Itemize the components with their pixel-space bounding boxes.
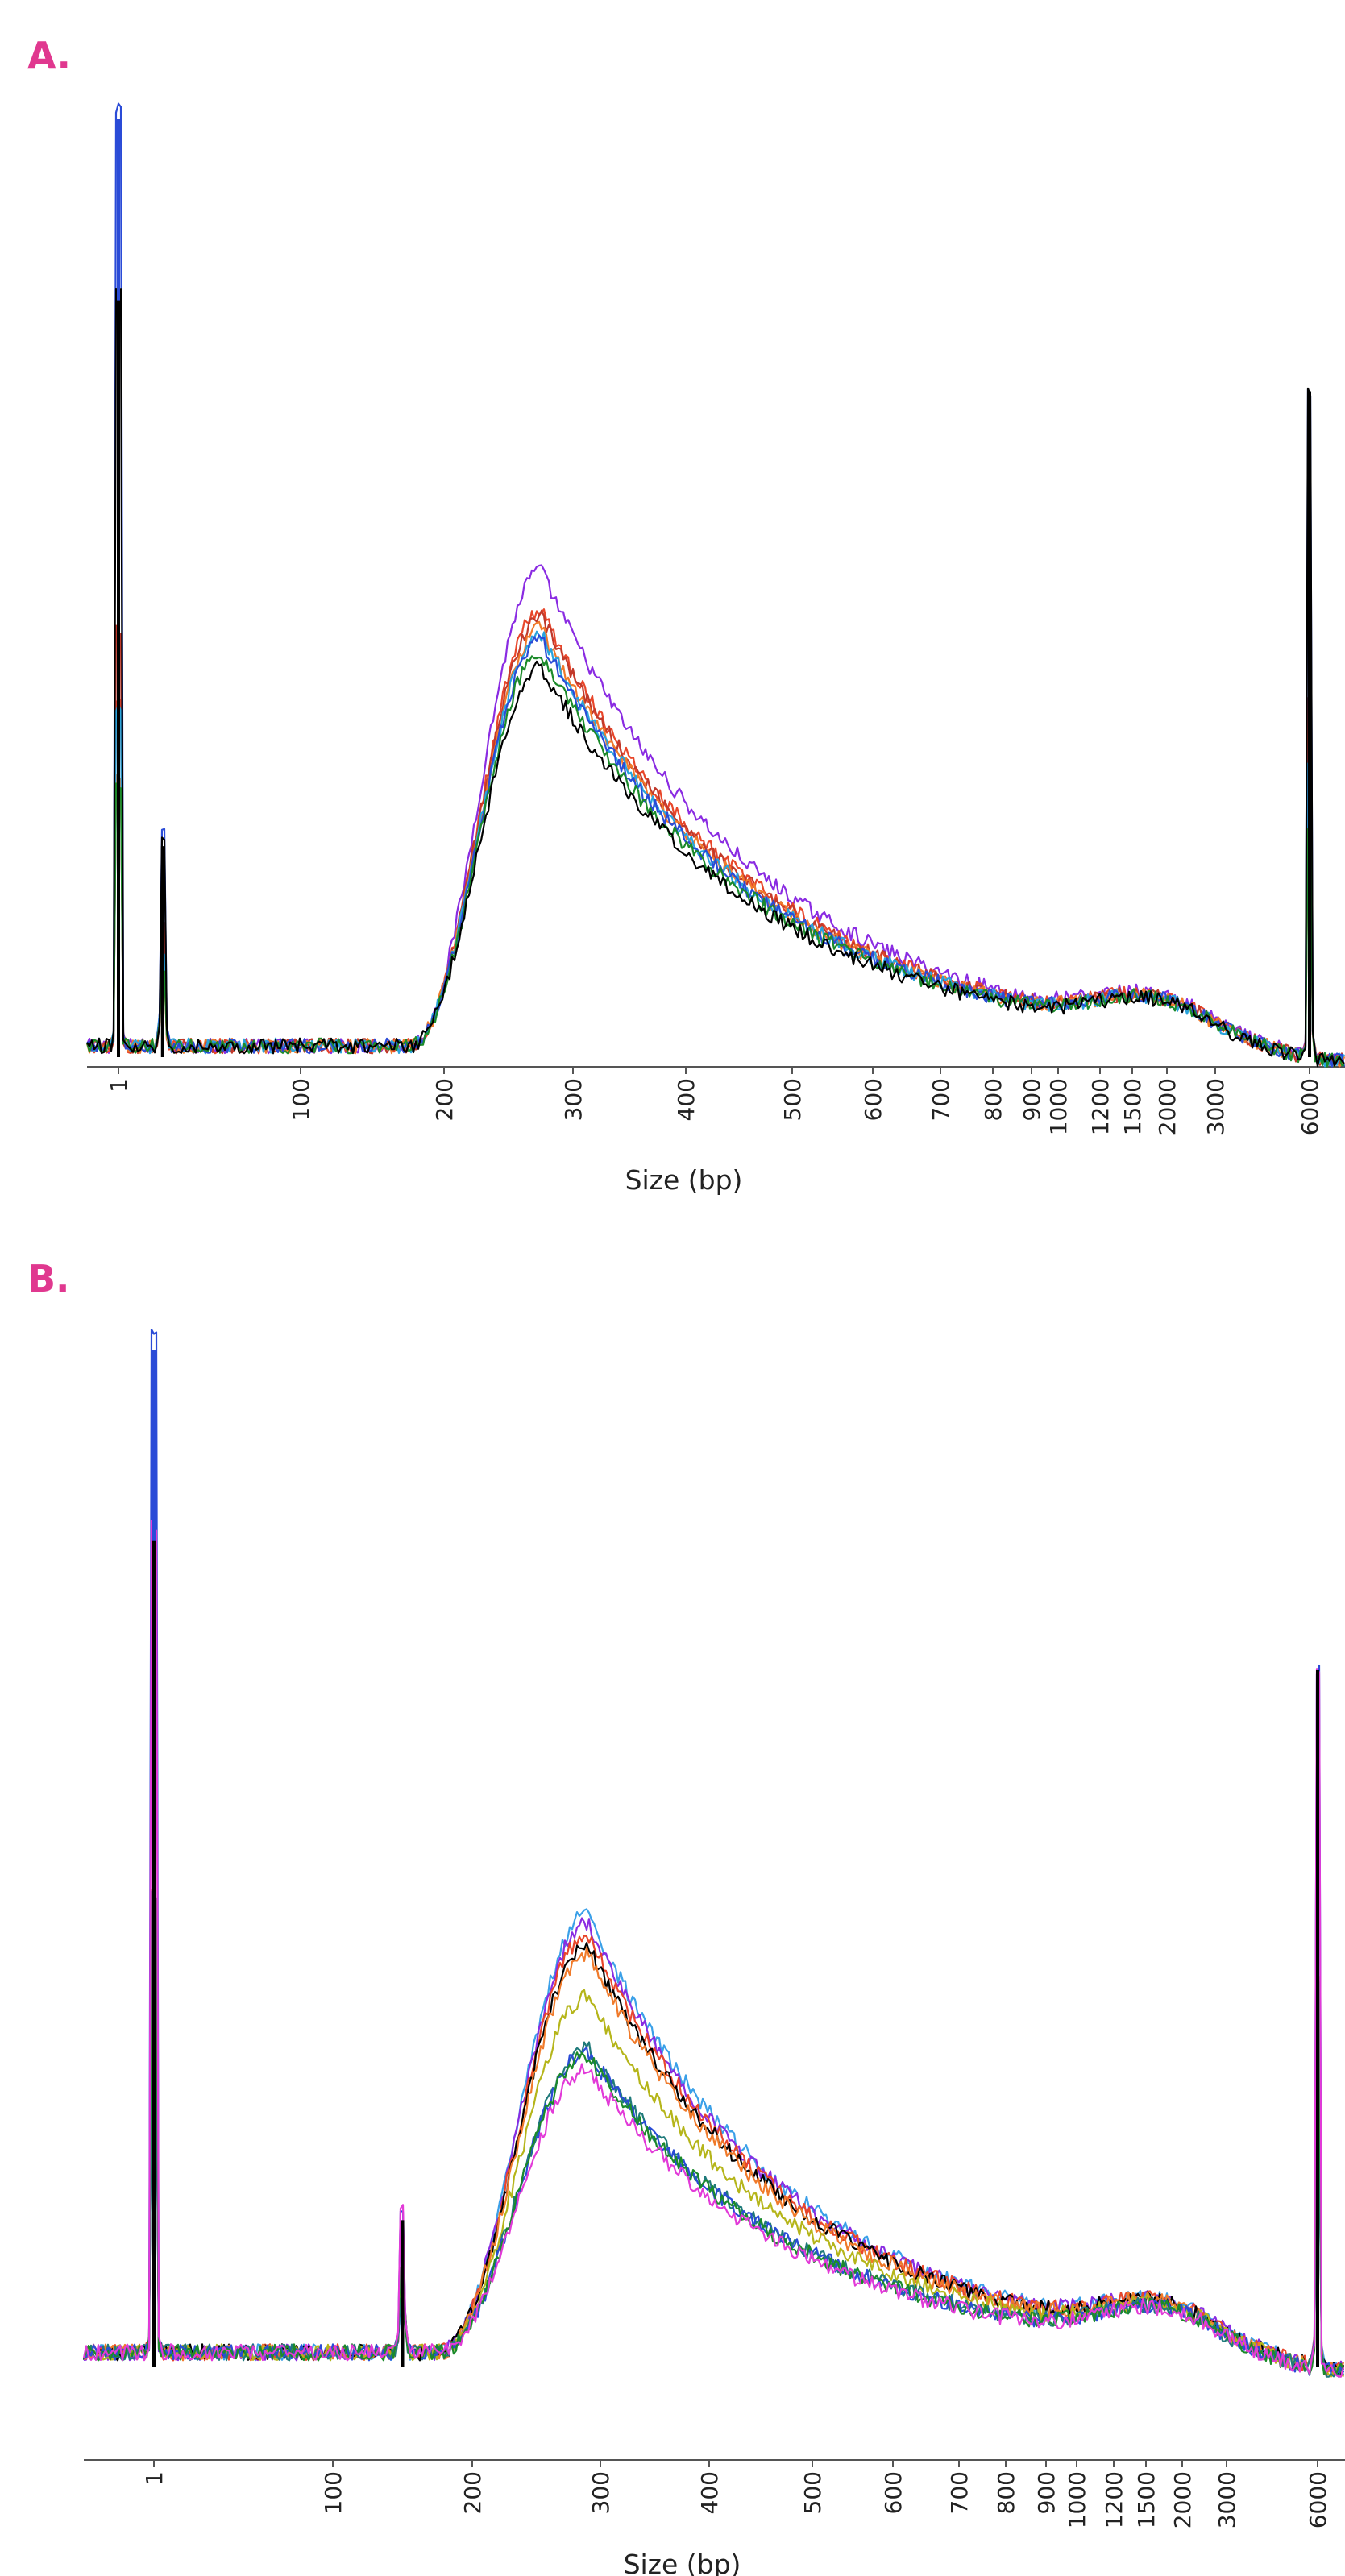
- x-tick-label: 3000: [1202, 1078, 1229, 1135]
- x-tick-label: 1: [106, 1078, 132, 1093]
- x-tick-label: 400: [696, 2471, 723, 2514]
- x-tick-label: 400: [673, 1078, 699, 1121]
- x-tick-label: 1: [141, 2471, 168, 2486]
- x-tick-label: 600: [860, 1078, 886, 1121]
- x-tick-label: 600: [880, 2471, 907, 2514]
- series-line: [85, 564, 1345, 1067]
- x-tick-label: 1200: [1101, 2471, 1127, 2528]
- chart-panel-a: 1 100 200 300 400 500 600 700 800 900 1000 1200 1500…: [85, 102, 1345, 1196]
- x-tick-label: 100: [288, 1078, 314, 1121]
- x-tick-label: 3000: [1214, 2471, 1240, 2528]
- x-tick-label: 700: [946, 2471, 973, 2514]
- series-line: [83, 1328, 1345, 2376]
- x-tick-label: 100: [320, 2471, 347, 2514]
- series-line: [86, 102, 1345, 1068]
- x-tick-label: 1500: [1119, 1078, 1146, 1135]
- x-tick-label: 200: [459, 2471, 486, 2514]
- x-tick-label: 200: [431, 1078, 458, 1121]
- x-axis-title: Size (bp): [625, 1164, 743, 1196]
- x-tick-label: 800: [993, 2471, 1019, 2514]
- series-line: [82, 2041, 1345, 2378]
- x-tick-label: 900: [1033, 2471, 1060, 2514]
- x-tick-label: 500: [779, 1078, 806, 1121]
- x-tick-label: 1000: [1045, 1078, 1072, 1135]
- series-line: [82, 1890, 1345, 2375]
- x-tick-label: 300: [587, 2471, 614, 2514]
- x-tick-label: 800: [980, 1078, 1007, 1121]
- x-tick-label: 2000: [1154, 1078, 1181, 1135]
- x-tick-label: 2000: [1169, 2471, 1196, 2528]
- x-tick-label: 1500: [1133, 2471, 1160, 2528]
- panel-b-label: B.: [27, 1257, 70, 1300]
- series-line: [86, 608, 1345, 1068]
- x-tick-label: 500: [799, 2471, 826, 2514]
- x-tick-label: 6000: [1297, 1078, 1323, 1135]
- x-tick-label: 900: [1019, 1078, 1045, 1121]
- x-axis-title: Size (bp): [624, 2549, 741, 2576]
- x-tick-label: 700: [928, 1078, 954, 1121]
- series-line: [82, 1520, 1345, 2378]
- x-tick-label: 300: [560, 1078, 587, 1121]
- chart-panel-b: 1 100 200 300 400 500 600 700 800 900 1000 1200 1500…: [82, 1328, 1345, 2576]
- series-line: [86, 288, 1345, 1068]
- x-tick-label: 1000: [1064, 2471, 1090, 2528]
- x-tick-label: 6000: [1305, 2471, 1331, 2528]
- panel-a-label: A.: [27, 34, 71, 77]
- x-tick-label: 1200: [1087, 1078, 1114, 1135]
